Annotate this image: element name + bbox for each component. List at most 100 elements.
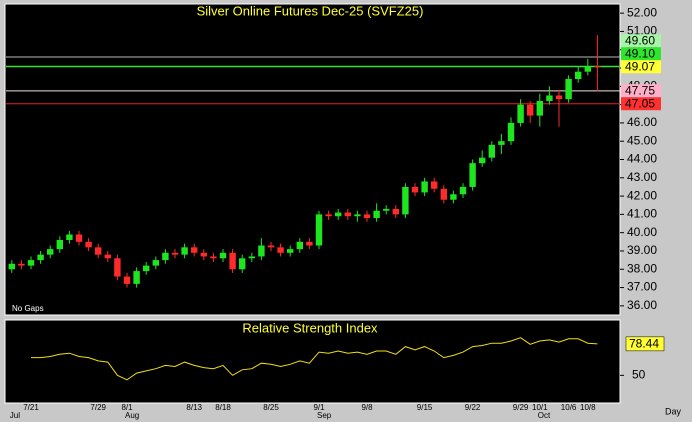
candle-body (555, 95, 563, 100)
level-label-bg (621, 97, 661, 111)
x-tick-label: 8/13 (186, 403, 202, 412)
candle-body (258, 245, 265, 257)
candle-body (210, 256, 217, 259)
candle-body (191, 247, 198, 253)
level-label: 49.07 (625, 59, 655, 73)
candle-body (335, 212, 342, 217)
candle-body (344, 212, 351, 217)
y-tick-label: 52.00 (627, 5, 657, 19)
x-tick-label: 8/25 (263, 403, 279, 412)
candle-body (373, 210, 380, 219)
x-tick-label: 10/8 (580, 403, 596, 412)
candle-body (469, 163, 476, 187)
level-label: 49.60 (625, 33, 655, 47)
candle-body (536, 100, 543, 116)
candle-body (200, 252, 207, 257)
candle-body (47, 249, 54, 255)
candle-body (421, 181, 428, 193)
candle-body (114, 258, 121, 277)
candle-body (402, 186, 409, 215)
candle-body (594, 66, 601, 68)
x-tick-label: 8/18 (215, 403, 231, 412)
candle-body (325, 214, 332, 217)
x-month-label: Oct (538, 411, 551, 420)
candle-body (306, 241, 313, 246)
x-month-label: Jul (10, 411, 20, 420)
y-tick-label: 37.00 (627, 280, 657, 294)
candle-body (8, 263, 15, 270)
x-tick-label: 7/29 (90, 403, 106, 412)
candle-body (143, 265, 150, 272)
price-panel (4, 3, 621, 316)
candle-body (75, 234, 83, 242)
candle-body (56, 239, 63, 250)
candle-body (248, 256, 255, 259)
x-month-label: Sep (317, 411, 332, 420)
y-tick-label: 46.00 (627, 115, 657, 129)
candle-body (229, 252, 236, 270)
candle-body (171, 252, 179, 255)
y-tick-label: 51.00 (627, 24, 657, 38)
candle-body (287, 249, 294, 253)
x-tick-label: 10/6 (561, 403, 577, 412)
x-axis-label: Day (665, 406, 682, 416)
x-tick-label: 10/1 (532, 403, 548, 412)
candle-body (37, 254, 44, 261)
candle-body (517, 104, 524, 123)
level-label-bg (621, 84, 661, 98)
rsi-line (31, 337, 598, 381)
candle-body (507, 122, 515, 142)
candle-body (575, 71, 582, 80)
candle-body (565, 79, 572, 100)
candle-body (479, 157, 486, 164)
x-tick-label: 9/29 (513, 403, 529, 412)
y-tick-label: 41.00 (627, 207, 657, 221)
candle-body (459, 186, 467, 195)
y-tick-label: 42.00 (627, 188, 657, 202)
candle-body (431, 181, 438, 189)
level-label: 49.10 (625, 46, 655, 60)
candle-body (488, 144, 495, 158)
candle-body (440, 188, 447, 200)
candle-body (85, 241, 92, 248)
x-tick-label: 9/22 (465, 403, 481, 412)
y-tick-label: 36.00 (627, 298, 657, 312)
y-tick-label: 45.00 (627, 133, 657, 147)
x-month-label: Aug (125, 411, 139, 420)
y-tick-label: 44.00 (627, 152, 657, 166)
y-tick-label: 40.00 (627, 225, 657, 239)
rsi-title: Relative Strength Index (242, 320, 378, 335)
candle-body (104, 254, 111, 259)
candle-body (95, 247, 102, 255)
candle-body (383, 208, 390, 211)
candle-body (239, 258, 246, 270)
candle-body (123, 276, 131, 284)
candle-body (546, 95, 553, 101)
annotation: No Gaps (12, 304, 44, 313)
level-label-bg (621, 60, 661, 74)
candle-body (498, 141, 505, 145)
chart-title: Silver Online Futures Dec-25 (SVFZ25) (197, 3, 424, 18)
x-tick-label: 9/8 (361, 403, 373, 412)
candle-body (392, 208, 399, 215)
value-label: 78.44 (629, 337, 659, 351)
rsi-panel (4, 319, 621, 404)
candle-body (527, 104, 534, 116)
y-tick-label: 38.00 (627, 261, 657, 275)
x-tick-label: 9/15 (417, 403, 433, 412)
candle-body (296, 241, 303, 250)
value-label-bg (625, 336, 665, 352)
level-label: 47.75 (625, 83, 655, 97)
candle-body (27, 260, 35, 266)
candle-body (152, 260, 159, 266)
candle-body (354, 214, 361, 217)
candle-body (315, 214, 323, 246)
level-label-bg (621, 34, 661, 48)
x-tick-label: 9/1 (313, 403, 325, 412)
candle-body (584, 66, 591, 72)
candle-body (18, 263, 25, 266)
candle-body (181, 247, 188, 255)
candle-body (219, 252, 227, 259)
candle-body (267, 245, 275, 248)
